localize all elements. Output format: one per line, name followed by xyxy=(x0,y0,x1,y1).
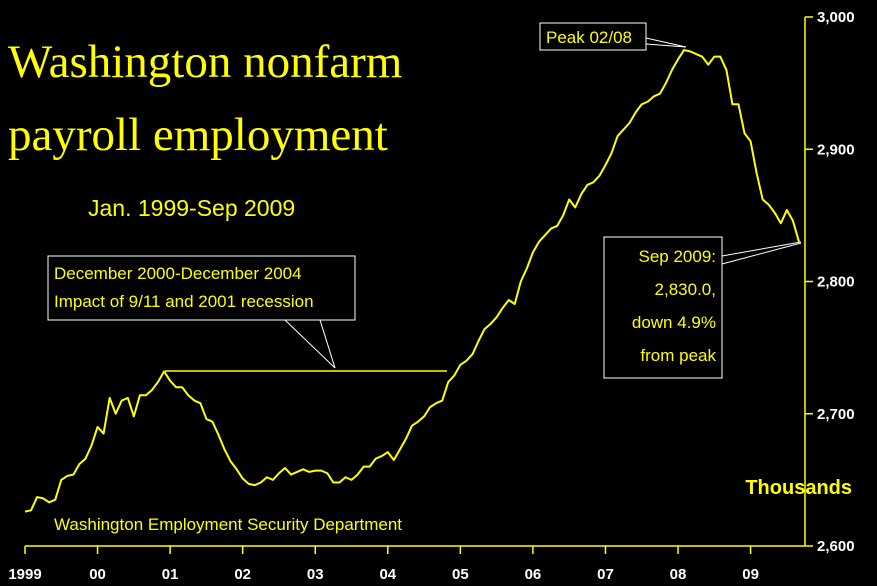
annotation: from peak xyxy=(640,346,716,365)
annotation: down 4.9% xyxy=(632,313,716,332)
annotation-leaders xyxy=(47,22,802,379)
source: Washington Employment Security Departmen… xyxy=(54,515,402,534)
annotation: December 2000-December 2004 xyxy=(54,264,302,283)
chart-title: payroll employment xyxy=(8,109,388,161)
data-line xyxy=(24,49,800,513)
y-tick-label: 2,700 xyxy=(817,406,855,423)
annotation: Impact of 9/11 and 2001 recession xyxy=(54,292,314,311)
x-tick-label: 02 xyxy=(234,566,251,583)
x-tick-label: 1999 xyxy=(8,566,41,583)
x-tick-label: 04 xyxy=(379,566,396,583)
chart-title: Washington nonfarm xyxy=(8,36,402,88)
annotation: Peak 02/08 xyxy=(546,28,632,47)
x-tick-label: 03 xyxy=(307,566,324,583)
x-tick-label: 00 xyxy=(89,566,106,583)
annotation: 2,830.0, xyxy=(655,280,716,299)
x-tick-label: 06 xyxy=(525,566,542,583)
x-tick-label: 09 xyxy=(742,566,759,583)
y-axis-label: Thousands xyxy=(745,477,852,499)
x-tick-label: 05 xyxy=(452,566,469,583)
y-tick-label: 3,000 xyxy=(817,9,855,26)
x-tick-label: 08 xyxy=(670,566,687,583)
y-tick-label: 2,600 xyxy=(817,538,855,555)
x-tick-label: 01 xyxy=(162,566,179,583)
x-tick-label: 07 xyxy=(597,566,614,583)
subtitle: Jan. 1999-Sep 2009 xyxy=(88,195,295,221)
y-tick-label: 2,800 xyxy=(817,274,855,291)
y-tick-label: 2,900 xyxy=(817,141,855,158)
annotation: Sep 2009: xyxy=(638,247,716,266)
